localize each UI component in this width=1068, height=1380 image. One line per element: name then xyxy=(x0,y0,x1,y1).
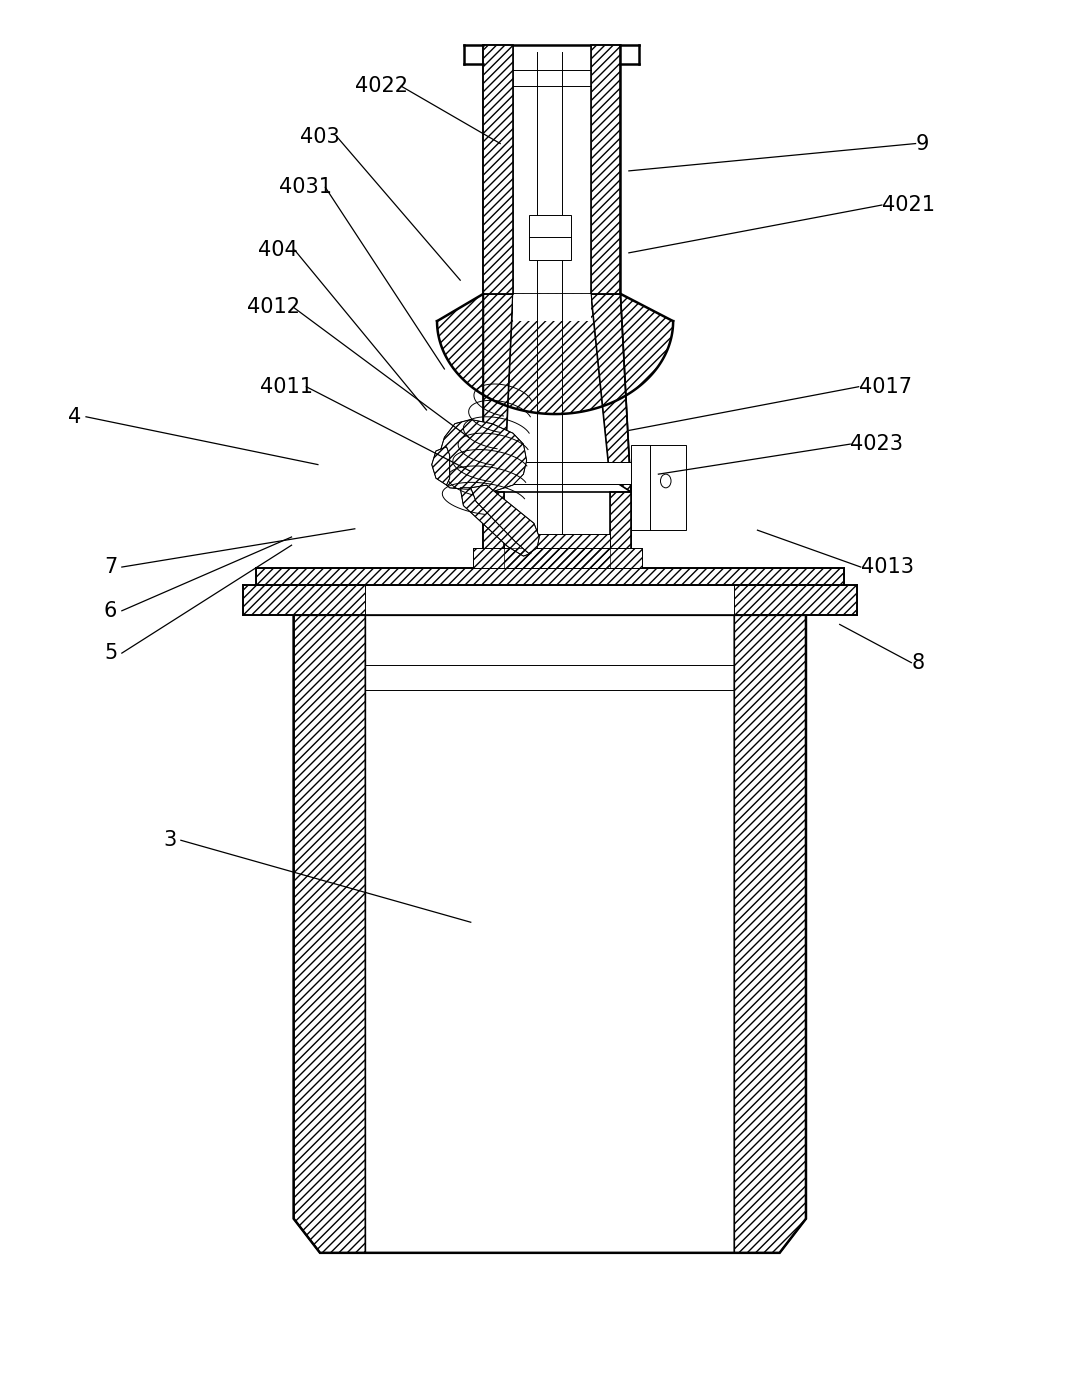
Bar xyxy=(365,585,735,615)
Text: 6: 6 xyxy=(104,600,117,621)
Bar xyxy=(484,491,631,569)
Polygon shape xyxy=(484,491,504,569)
Text: 4011: 4011 xyxy=(260,377,313,396)
Text: 403: 403 xyxy=(300,127,340,146)
Polygon shape xyxy=(610,491,631,569)
Text: 4022: 4022 xyxy=(355,76,408,97)
Text: 7: 7 xyxy=(104,558,117,577)
Polygon shape xyxy=(294,615,365,1253)
Text: 4: 4 xyxy=(68,407,81,426)
Polygon shape xyxy=(735,615,806,1253)
Polygon shape xyxy=(437,294,673,414)
Polygon shape xyxy=(244,585,857,615)
Bar xyxy=(631,446,686,530)
Text: 5: 5 xyxy=(104,643,117,664)
Text: 8: 8 xyxy=(911,653,925,672)
Text: 4012: 4012 xyxy=(248,298,300,317)
Polygon shape xyxy=(504,534,610,569)
Polygon shape xyxy=(473,548,642,569)
Text: 4023: 4023 xyxy=(850,435,904,454)
Text: 3: 3 xyxy=(163,831,176,850)
Text: 404: 404 xyxy=(257,240,298,259)
Polygon shape xyxy=(439,420,527,491)
Polygon shape xyxy=(591,46,621,294)
Polygon shape xyxy=(471,486,539,553)
Polygon shape xyxy=(591,294,631,491)
Text: 4031: 4031 xyxy=(279,177,332,197)
Polygon shape xyxy=(484,46,513,294)
Bar xyxy=(484,462,631,484)
Polygon shape xyxy=(255,569,844,585)
Bar xyxy=(484,46,621,294)
Polygon shape xyxy=(431,447,450,486)
Polygon shape xyxy=(484,294,513,491)
Text: 4017: 4017 xyxy=(859,377,912,396)
Polygon shape xyxy=(460,487,534,556)
Bar xyxy=(529,215,571,259)
Polygon shape xyxy=(513,294,591,322)
Text: 9: 9 xyxy=(915,134,929,153)
Text: 4013: 4013 xyxy=(861,558,914,577)
Text: 4021: 4021 xyxy=(882,195,934,215)
